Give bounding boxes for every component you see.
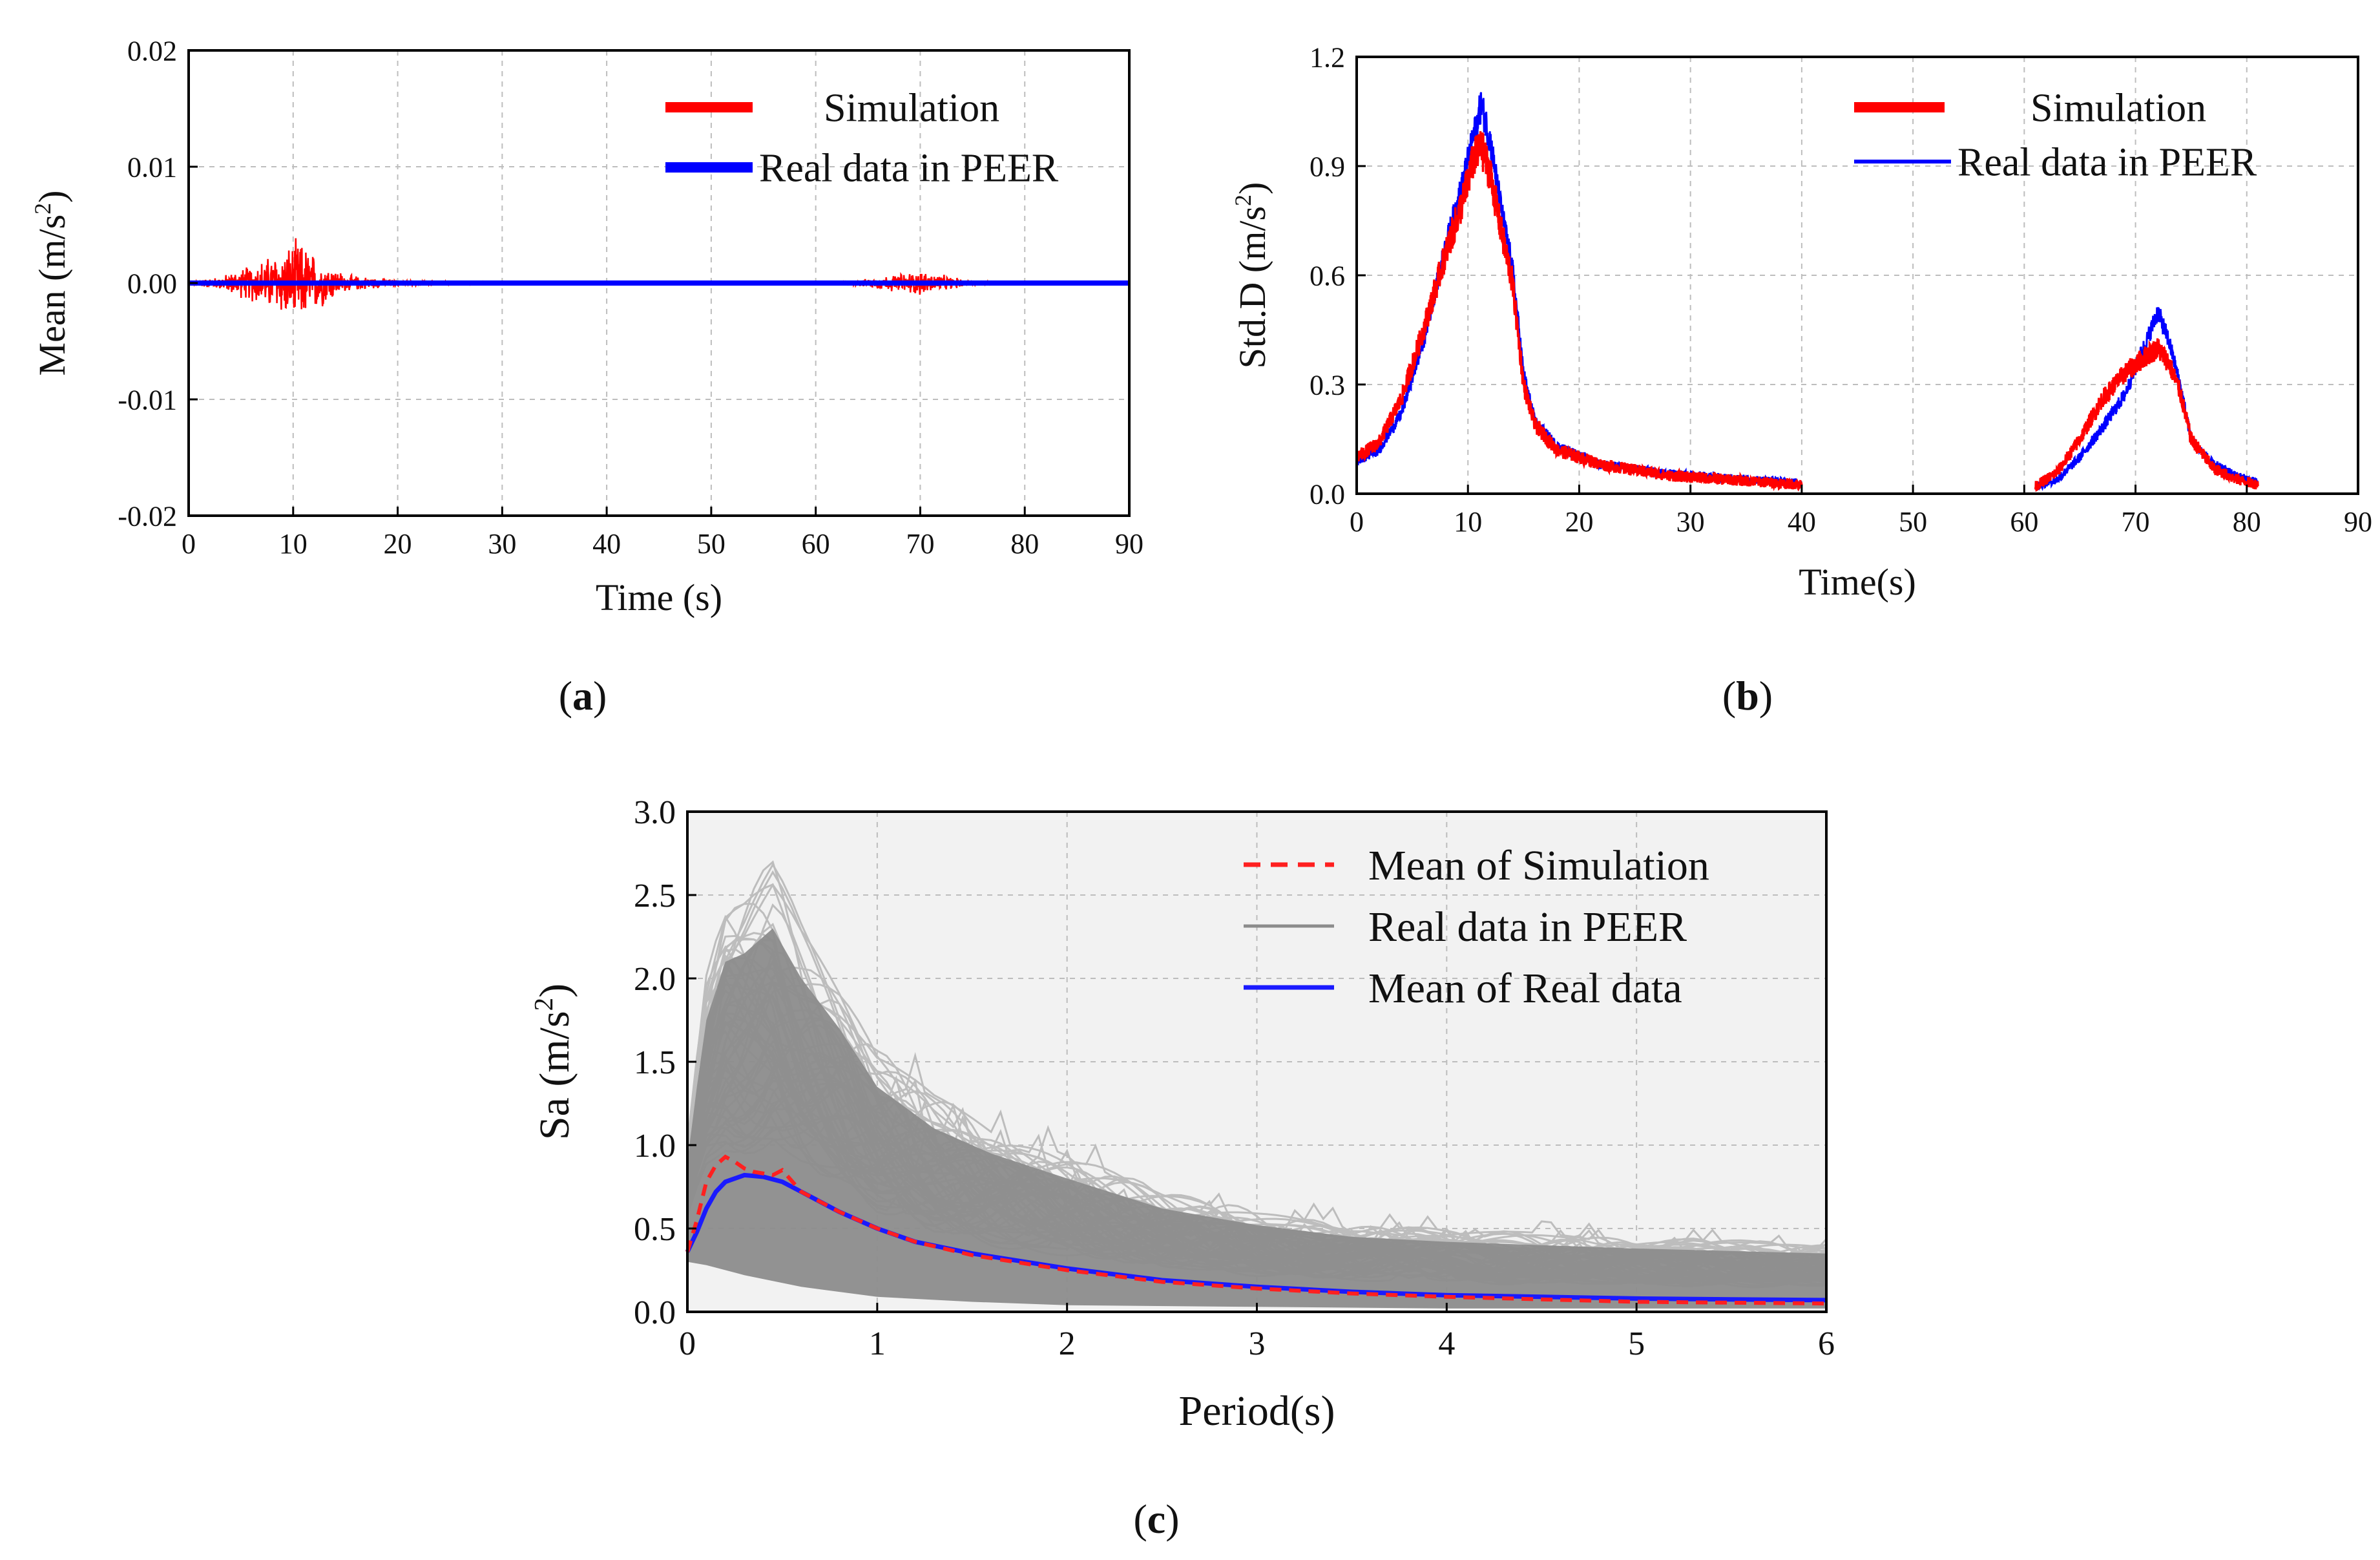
legend-label: Simulation: [2030, 87, 2206, 131]
y-tick-label: 2.5: [634, 878, 676, 914]
y-tick-label: 1.0: [634, 1128, 676, 1165]
x-axis-label-b: Time(s): [1799, 561, 1916, 603]
x-tick-label: 2: [1059, 1325, 1076, 1362]
legend-label: Mean of Simulation: [1368, 842, 1709, 889]
x-tick-label: 50: [697, 528, 725, 560]
plot-data-c: [685, 860, 1828, 1309]
ticks-a: 0 10 20 30 40 50 60 70 80 90 -0.02 -0.01 0.00 0.01 0.0…: [118, 35, 1143, 560]
legend-label: Simulation: [824, 87, 999, 131]
x-tick-label: 0: [1350, 506, 1364, 538]
legend-b: Simulation Real data in PEER: [1854, 87, 2257, 185]
legend-label: Real data in PEER: [1957, 141, 2257, 185]
y-tick-label: 0.0: [1310, 478, 1345, 510]
panel-caption-b: (b): [1722, 673, 1773, 719]
panel-a-chart: 0 10 20 30 40 50 60 70 80 90 -0.02 -0.01 0.00 0.01 0.0…: [30, 35, 1143, 719]
ticks-b: 0 10 20 30 40 50 60 70 80 90 0.0 0.3 0.6 0.9 1.2: [1310, 41, 2372, 538]
ticks-c: 0 1 2 3 4 5 6 0.0 0.5 1.0 1.5 2.0 2.5 3.0: [634, 794, 1835, 1362]
y-tick-label: -0.01: [118, 384, 177, 416]
x-tick-label: 4: [1438, 1325, 1455, 1362]
y-tick-label: 3.0: [634, 794, 676, 831]
legend-label: Real data in PEER: [759, 147, 1059, 191]
x-tick-label: 3: [1249, 1325, 1266, 1362]
x-tick-label: 20: [1565, 506, 1593, 538]
series-simulation-line: [1355, 131, 1803, 492]
x-tick-label: 40: [1788, 506, 1816, 538]
plot-data-b: [1355, 92, 2259, 492]
x-tick-label: 5: [1628, 1325, 1645, 1362]
x-tick-label: 70: [906, 528, 934, 560]
x-tick-label: 40: [592, 528, 621, 560]
y-tick-label: 0.5: [634, 1211, 676, 1248]
real-data-band: [687, 928, 1826, 1309]
panel-c-chart: 0 1 2 3 4 5 6 0.0 0.5 1.0 1.5 2.0 2.5 3.0 Period(s) S…: [528, 794, 1835, 1542]
panel-caption-a: (a): [559, 673, 607, 719]
x-tick-label: 60: [2010, 506, 2038, 538]
y-tick-label: 1.5: [634, 1044, 676, 1081]
legend-label: Real data in PEER: [1368, 903, 1687, 951]
series-simulation-line: [2034, 338, 2259, 492]
x-tick-label: 60: [802, 528, 830, 560]
y-tick-label: -0.02: [118, 500, 177, 532]
x-tick-label: 80: [2233, 506, 2261, 538]
x-tick-label: 50: [1899, 506, 1927, 538]
y-axis-label-a: Mean (m/s2): [30, 191, 73, 376]
x-tick-label: 1: [869, 1325, 886, 1362]
plot-data-a: [188, 238, 1130, 310]
y-tick-label: 0.0: [634, 1294, 676, 1331]
y-tick-label: 0.6: [1310, 260, 1345, 291]
x-axis-label-a: Time (s): [596, 576, 722, 618]
x-tick-label: 30: [1676, 506, 1705, 538]
x-tick-label: 90: [1115, 528, 1143, 560]
y-tick-label: 0.00: [127, 268, 177, 299]
grid-b: [1357, 57, 2358, 494]
series-mean-simulation-line: [685, 1154, 1827, 1306]
panel-caption-c: (c): [1133, 1496, 1179, 1542]
legend-label: Mean of Real data: [1368, 965, 1682, 1012]
x-tick-label: 0: [679, 1325, 696, 1362]
legend-c: Mean of Simulation Real data in PEER Mean …: [1244, 842, 1709, 1012]
y-axis-label-c: Sa (m/s2): [528, 984, 578, 1140]
x-tick-label: 10: [1454, 506, 1482, 538]
y-tick-label: 2.0: [634, 961, 676, 998]
y-tick-label: 0.01: [127, 151, 177, 183]
y-tick-label: 0.3: [1310, 369, 1345, 401]
y-tick-label: 0.9: [1310, 151, 1345, 182]
x-axis-label-c: Period(s): [1179, 1387, 1335, 1435]
x-tick-label: 20: [384, 528, 412, 560]
panel-b-chart: 0 10 20 30 40 50 60 70 80 90 0.0 0.3 0.6 0.9 1.2 Time(…: [1230, 41, 2372, 719]
x-tick-label: 6: [1818, 1325, 1835, 1362]
x-tick-label: 30: [488, 528, 516, 560]
x-tick-label: 10: [279, 528, 308, 560]
x-tick-label: 80: [1010, 528, 1039, 560]
y-tick-label: 0.02: [127, 35, 177, 67]
x-tick-label: 70: [2122, 506, 2150, 538]
legend-a: Simulation Real data in PEER: [665, 87, 1059, 191]
y-axis-label-b: Std.D (m/s2): [1230, 182, 1273, 369]
x-tick-label: 0: [182, 528, 196, 560]
x-tick-label: 90: [2344, 506, 2372, 538]
y-tick-label: 1.2: [1310, 41, 1345, 73]
